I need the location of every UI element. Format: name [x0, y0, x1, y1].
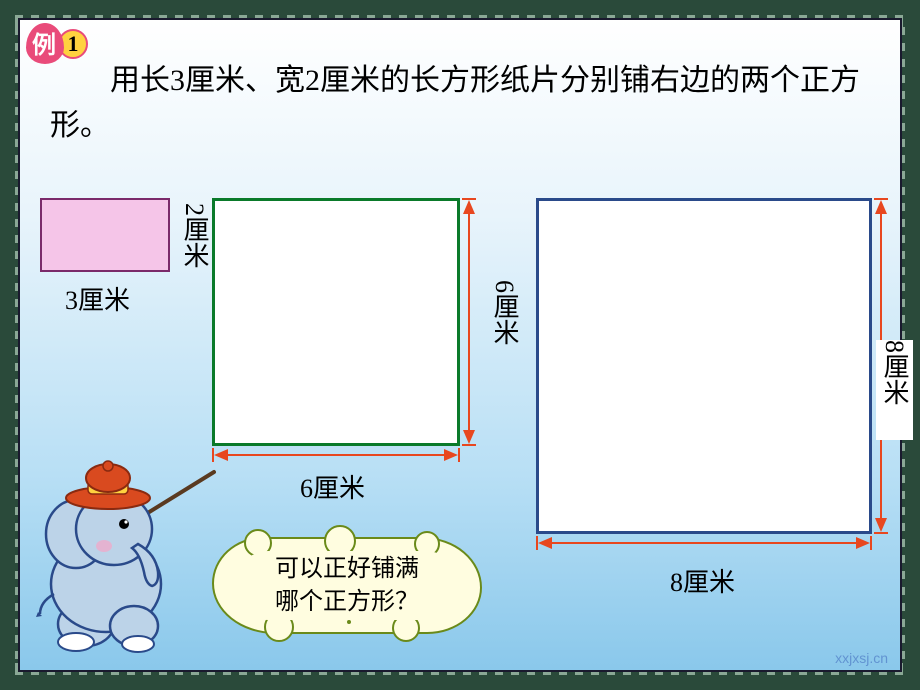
square8-height-label: 8厘米 [876, 340, 913, 440]
tile-rectangle [40, 198, 170, 272]
speech-line1: 可以正好铺满 [275, 556, 419, 582]
slide-frame: 例 1 用长3厘米、宽2厘米的长方形纸片分别铺右边的两个正方形。 3厘米 2厘米… [0, 0, 920, 690]
square6-height-label: 6厘米 [486, 280, 523, 380]
square6-width-label: 6厘米 [300, 468, 365, 505]
square-6cm [212, 198, 460, 446]
square8-width-arrow [536, 538, 872, 564]
question-text: 用长3厘米、宽2厘米的长方形纸片分别铺右边的两个正方形。 [50, 58, 870, 148]
speech-bubble: 可以正好铺满 哪个正方形？ [212, 537, 482, 634]
square-8cm [536, 198, 872, 534]
example-badge: 例 1 [26, 23, 88, 64]
badge-label: 例 [26, 23, 64, 64]
elephant-illustration [26, 454, 216, 654]
content-area: 例 1 用长3厘米、宽2厘米的长方形纸片分别铺右边的两个正方形。 3厘米 2厘米… [18, 18, 902, 672]
watermark: xxjxsj.cn [835, 650, 888, 666]
tile-width-label: 3厘米 [65, 280, 130, 317]
speech-line2: 哪个正方形？ [275, 589, 419, 615]
tile-height-label: 2厘米 [176, 198, 213, 272]
square8-width-label: 8厘米 [670, 562, 735, 599]
question-content: 用长3厘米、宽2厘米的长方形纸片分别铺右边的两个正方形。 [50, 64, 860, 142]
